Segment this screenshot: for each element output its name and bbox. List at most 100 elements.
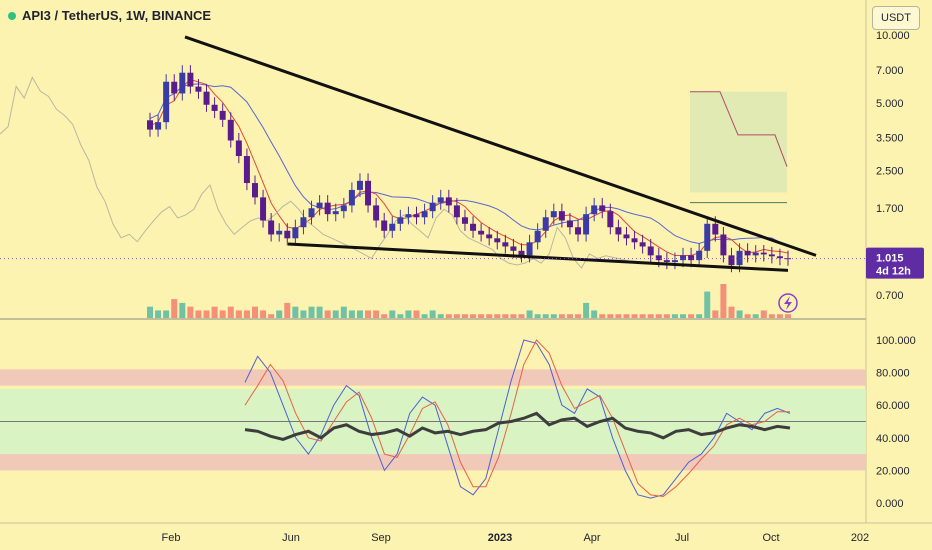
volume-bar — [268, 314, 275, 318]
volume-bar — [397, 314, 404, 318]
volume-bar — [235, 310, 242, 318]
candle-body — [510, 246, 517, 251]
time-tick-label: Sep — [371, 532, 391, 544]
volume-bar — [502, 314, 509, 318]
volume-bar — [219, 310, 226, 318]
candle-body — [373, 205, 380, 221]
candle-body — [607, 211, 614, 228]
volume-bar — [550, 314, 557, 318]
price-tag-countdown: 4d 12h — [876, 266, 911, 278]
volume-bar — [712, 310, 719, 318]
candle-body — [760, 252, 767, 255]
candle-body — [615, 227, 622, 235]
stoch-k-line — [244, 339, 791, 499]
volume-bar — [542, 314, 549, 318]
volume-bar — [348, 310, 355, 318]
candle-body — [591, 205, 598, 215]
volume-bar — [720, 284, 727, 318]
candle-body — [768, 254, 775, 257]
volume-bar — [171, 299, 178, 318]
volume-bar — [187, 306, 194, 318]
volume-bar — [599, 314, 606, 318]
candle-body — [203, 91, 210, 105]
candle-body — [486, 234, 493, 239]
candle-body — [696, 250, 703, 261]
candle-body — [284, 230, 291, 239]
candle-body — [268, 220, 275, 235]
candle-body — [187, 72, 194, 87]
volume-bar — [251, 306, 258, 318]
candle-body — [421, 211, 428, 218]
candle-body — [671, 260, 678, 263]
time-tick-label: Apr — [583, 532, 600, 544]
time-tick-label: Feb — [162, 532, 181, 544]
volume-bar — [243, 310, 250, 318]
volume-bar — [752, 314, 759, 318]
volume-bar — [785, 314, 791, 318]
price-tick-label: 3.500 — [876, 133, 904, 145]
candle-body — [235, 140, 242, 157]
candle-body — [300, 217, 307, 228]
volume-bar — [389, 310, 396, 318]
volume-bar — [655, 314, 662, 318]
lightning-icon — [778, 293, 798, 313]
volume-bar — [768, 314, 775, 318]
candle-body — [381, 220, 388, 231]
volume-bar — [316, 306, 323, 318]
oscillator-tick-label: 80.000 — [876, 368, 910, 380]
volume-bar — [696, 314, 703, 318]
volume-bar — [365, 310, 372, 318]
price-tick-label: 7.000 — [876, 65, 904, 77]
volume-bar — [332, 310, 339, 318]
volume-bar — [453, 314, 460, 318]
volume-bar — [631, 314, 638, 318]
volume-bar — [575, 314, 582, 318]
volume-bar — [373, 310, 380, 318]
candle-body — [631, 238, 638, 243]
volume-bar — [203, 310, 210, 318]
time-tick-label: Oct — [762, 532, 779, 544]
candle-body — [324, 202, 331, 215]
volume-bar — [623, 314, 630, 318]
volume-bar — [413, 310, 420, 318]
currency-button[interactable]: USDT — [872, 6, 920, 30]
candle-body — [453, 205, 460, 218]
candle-body — [752, 252, 759, 256]
oscillator-tick-label: 60.000 — [876, 400, 910, 412]
lagging-span-line — [0, 76, 639, 269]
candle-body — [542, 217, 549, 231]
candle-body — [219, 110, 226, 120]
candle-body — [429, 202, 436, 212]
stoch-d-line — [244, 339, 790, 498]
price-tag — [866, 247, 924, 279]
volume-bar — [429, 310, 436, 318]
lower-trendline — [287, 242, 789, 272]
volume-bar — [558, 314, 565, 318]
candle-body — [623, 234, 630, 239]
ichimoku-cloud — [690, 91, 787, 193]
candle-body — [720, 234, 727, 256]
overbought-band — [0, 369, 866, 386]
volume-bar — [663, 314, 670, 318]
volume-bar — [704, 291, 711, 318]
candle-body — [171, 81, 178, 94]
volume-bar — [211, 306, 218, 318]
candle-body — [736, 250, 743, 266]
candle-body — [663, 260, 670, 263]
volume-bar — [776, 314, 783, 318]
candle-body — [526, 242, 533, 256]
candle-body — [688, 255, 695, 261]
volume-bar — [760, 310, 767, 318]
volume-bar — [227, 306, 234, 318]
candle-body — [534, 230, 541, 243]
candle-body — [518, 250, 525, 256]
cloud-top-line — [690, 91, 788, 167]
candle-body — [478, 230, 485, 235]
price-tick-label: 1.700 — [876, 203, 904, 215]
symbol-title[interactable]: API3 / TetherUS, 1W, BINANCE — [8, 8, 211, 23]
volume-bar — [356, 310, 363, 318]
price-tick-label: 0.700 — [876, 290, 904, 302]
ma-blue-line — [149, 83, 789, 246]
price-tick-label: 10.000 — [876, 30, 910, 42]
candle-body — [179, 72, 186, 94]
